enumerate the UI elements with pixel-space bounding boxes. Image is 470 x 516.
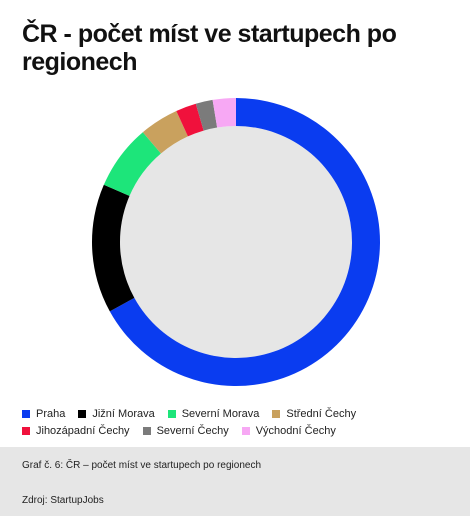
- donut-segment: [195, 99, 218, 131]
- donut-segment: [176, 103, 204, 137]
- legend-swatch: [22, 409, 30, 418]
- caption: Graf č. 6: ČR – počet míst ve startupech…: [22, 460, 262, 471]
- legend-label: Jižní Morava: [92, 407, 155, 420]
- legend-item: Jižní Morava: [78, 406, 155, 421]
- legend-item: Jihozápadní Čechy: [22, 423, 130, 438]
- legend-item: Praha: [22, 406, 65, 421]
- legend-item: Východní Čechy: [241, 423, 336, 438]
- donut-segment: [92, 184, 135, 312]
- donut-segment: [103, 132, 161, 196]
- legend-swatch: [272, 409, 281, 418]
- legend-label: Severní Morava: [181, 407, 260, 420]
- donut-hole: [120, 126, 352, 358]
- chart: [92, 98, 381, 386]
- source: Zdroj: StartupJobs: [22, 495, 104, 506]
- legend-label: Východní Čechy: [255, 424, 336, 437]
- legend-swatch: [78, 409, 87, 418]
- legend-swatch: [22, 426, 30, 435]
- legend-label: Jihozápadní Čechy: [36, 424, 130, 437]
- legend-swatch: [167, 409, 176, 418]
- legend: Praha Jižní Morava Severní Morava Střední Č…: [22, 406, 372, 438]
- legend-swatch: [241, 426, 250, 435]
- legend-item: Severní Morava: [167, 406, 260, 421]
- donut-segment: [142, 110, 188, 154]
- legend-label: Severní Čechy: [156, 424, 229, 437]
- legend-label: Praha: [36, 407, 66, 420]
- legend-item: Severní Čechy: [142, 423, 229, 438]
- chart-title: ČR - počet míst ve startupech po regione…: [22, 20, 397, 76]
- legend-item: Střední Čechy: [272, 406, 356, 421]
- footer: Graf č. 6: ČR – počet míst ve startupech…: [0, 447, 470, 516]
- legend-swatch: [142, 426, 151, 435]
- donut-segment: [212, 98, 236, 128]
- legend-label: Střední Čechy: [286, 407, 357, 420]
